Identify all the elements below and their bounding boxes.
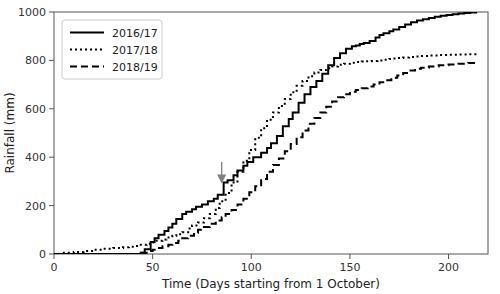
legend: 2016/17 2017/18 2018/19 [62, 20, 162, 79]
y-tick-label: 600 [25, 103, 46, 116]
legend-label: 2017/18 [112, 44, 158, 57]
x-tick-label: 0 [51, 261, 58, 274]
y-tick [49, 108, 54, 109]
legend-label: 2016/17 [112, 27, 158, 40]
y-tick-label: 800 [25, 54, 46, 67]
legend-swatch [70, 66, 104, 68]
x-tick-label: 100 [241, 261, 262, 274]
y-tick-label: 1000 [18, 6, 46, 19]
y-tick-label: 200 [25, 200, 46, 213]
y-tick-label: 0 [39, 248, 46, 261]
arrow [221, 162, 222, 183]
plot-frame [54, 12, 488, 254]
legend-swatch [70, 49, 104, 51]
y-tick [49, 60, 54, 61]
y-tick [49, 254, 54, 255]
step-line [54, 12, 476, 254]
legend-label: 2018/19 [112, 61, 158, 74]
chart: 0 50 100 150 200 0 200 400 600 800 1000 Time (Days … [0, 0, 500, 294]
step-line [54, 62, 478, 254]
y-tick [49, 12, 54, 13]
y-axis-label: Rainfall (mm) [3, 92, 17, 173]
x-tick [152, 254, 153, 259]
x-tick-label: 200 [438, 261, 459, 274]
x-tick-label: 150 [339, 261, 360, 274]
plot-area [54, 12, 478, 254]
x-tick-label: 50 [146, 261, 160, 274]
legend-box [62, 20, 162, 79]
x-tick [448, 254, 449, 259]
y-tick-label: 400 [25, 151, 46, 164]
y-tick [49, 205, 54, 206]
x-tick [54, 254, 55, 259]
x-axis-label: Time (Days starting from 1 October) [161, 277, 380, 291]
legend-swatch [70, 32, 104, 34]
y-tick [49, 157, 54, 158]
x-tick [251, 254, 252, 259]
step-line [54, 54, 478, 254]
x-tick [349, 254, 350, 259]
